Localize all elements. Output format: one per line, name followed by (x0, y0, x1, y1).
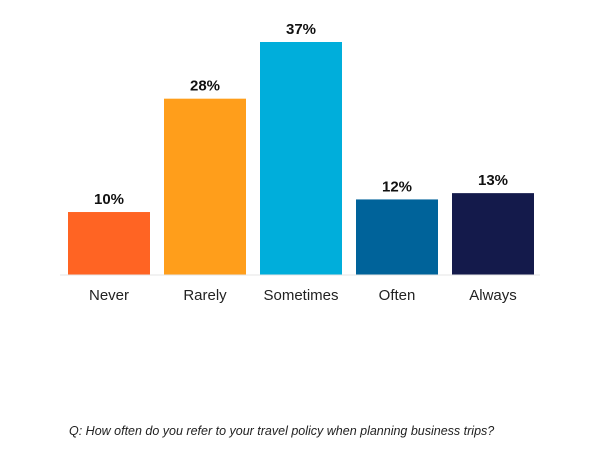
bars-layer (68, 42, 534, 275)
bar-sometimes (260, 42, 342, 275)
category-label-rarely: Rarely (183, 287, 227, 304)
category-label-always: Always (469, 287, 517, 304)
bar-often (356, 199, 438, 275)
category-label-sometimes: Sometimes (263, 287, 338, 304)
bar-rarely (164, 98, 246, 275)
category-labels-layer: Never Rarely Sometimes Often Always (89, 287, 517, 304)
value-label-always: 13% (478, 172, 508, 189)
value-label-often: 12% (382, 178, 412, 195)
bar-chart: 10% 28% 37% 12% 13% Never Rarely Sometimes Ofte… (60, 21, 540, 304)
value-labels-layer: 10% 28% 37% 12% 13% (94, 21, 508, 208)
survey-question-footnote: Q: How often do you refer to your travel… (69, 424, 495, 438)
value-label-sometimes: 37% (286, 21, 316, 38)
value-label-never: 10% (94, 191, 124, 208)
category-label-never: Never (89, 287, 129, 304)
bar-never (68, 212, 150, 275)
category-label-often: Often (379, 287, 416, 304)
value-label-rarely: 28% (190, 78, 220, 95)
bar-always (452, 193, 534, 275)
